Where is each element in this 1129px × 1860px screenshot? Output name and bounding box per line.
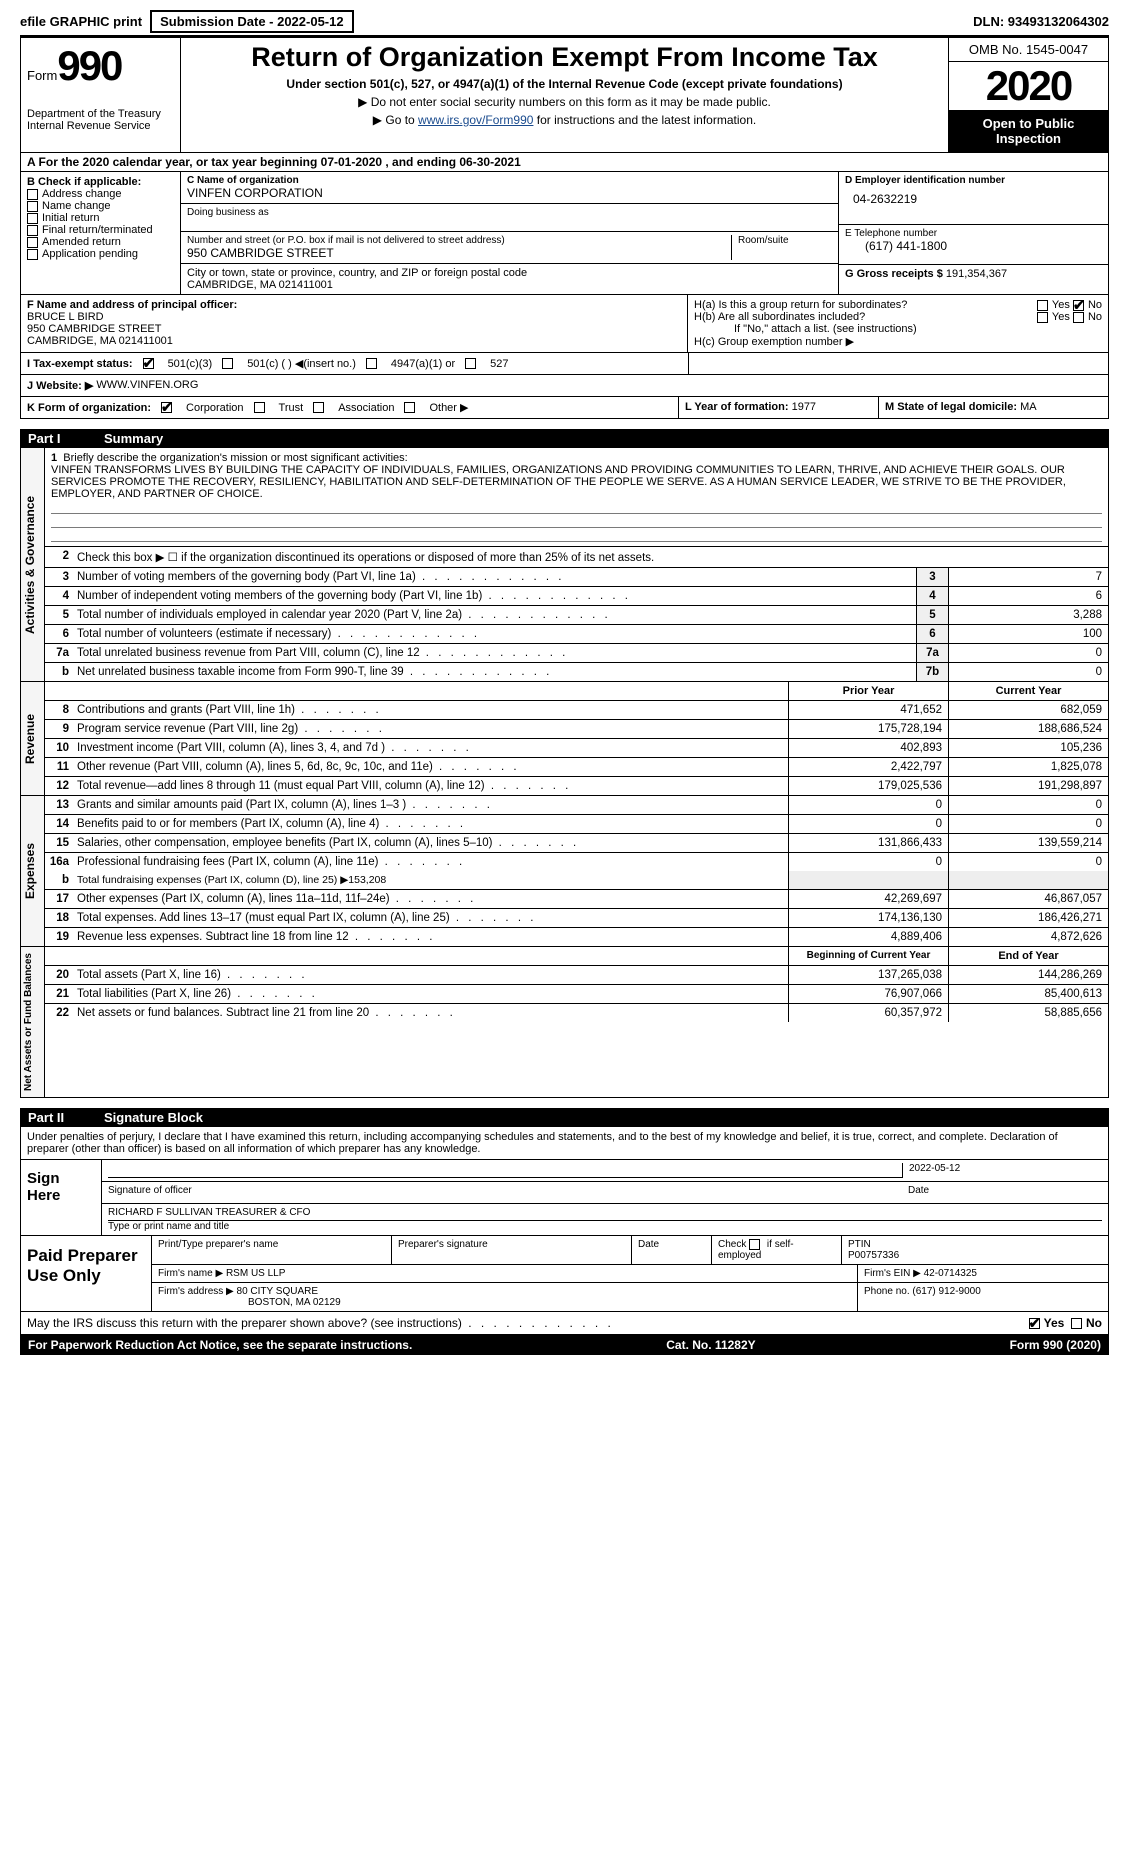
section-bcd: B Check if applicable: Address change Na…	[20, 172, 1109, 294]
org-name: VINFEN CORPORATION	[187, 186, 832, 200]
checkbox-discuss-no[interactable]	[1071, 1318, 1082, 1329]
row-j-website: J Website: ▶ WWW.VINFEN.ORG	[20, 375, 1109, 397]
checkbox-other[interactable]	[404, 402, 415, 413]
open-public-label: Open to Public Inspection	[949, 110, 1108, 152]
ein-value: 04-2632219	[853, 192, 1102, 206]
tax-year: 2020	[949, 62, 1108, 110]
firm-addr2: BOSTON, MA 02129	[248, 1297, 341, 1308]
submission-date-box: Submission Date - 2022-05-12	[150, 10, 354, 33]
footer-bar: For Paperwork Reduction Act Notice, see …	[20, 1335, 1109, 1355]
checkbox-name-change[interactable]	[27, 201, 38, 212]
part-1-header: Part I Summary	[20, 429, 1109, 448]
dba-label: Doing business as	[187, 207, 832, 218]
irs-link[interactable]: www.irs.gov/Form990	[418, 113, 533, 127]
checkbox-discuss-yes[interactable]	[1029, 1318, 1040, 1329]
omb-number: OMB No. 1545-0047	[949, 38, 1108, 62]
perjury-declaration: Under penalties of perjury, I declare th…	[20, 1127, 1109, 1160]
form-header: Form990 Department of the Treasury Inter…	[20, 37, 1109, 153]
ptin-value: P00757336	[848, 1250, 899, 1261]
expenses-section: Expenses 13Grants and similar amounts pa…	[20, 796, 1109, 947]
checkbox-final-return[interactable]	[27, 225, 38, 236]
net-assets-section: Net Assets or Fund Balances Beginning of…	[20, 947, 1109, 1098]
row-a-tax-year: A For the 2020 calendar year, or tax yea…	[20, 153, 1109, 172]
firm-phone: (617) 912-9000	[912, 1286, 980, 1297]
checkbox-ha-yes[interactable]	[1037, 300, 1048, 311]
row-k-form-org: K Form of organization: Corporation Trus…	[20, 397, 1109, 419]
revenue-section: Revenue Prior Year Current Year 8Contrib…	[20, 682, 1109, 796]
checkbox-application-pending[interactable]	[27, 249, 38, 260]
checkbox-527[interactable]	[465, 358, 476, 369]
gross-receipts: 191,354,367	[946, 268, 1007, 280]
checkbox-assoc[interactable]	[313, 402, 324, 413]
phone-value: (617) 441-1800	[865, 239, 1102, 253]
officer-addr2: CAMBRIDGE, MA 021411001	[27, 335, 681, 347]
paid-preparer-block: Paid Preparer Use Only Print/Type prepar…	[20, 1236, 1109, 1312]
tab-activities: Activities & Governance	[21, 448, 45, 681]
officer-name-title: RICHARD F SULLIVAN TREASURER & CFO	[108, 1207, 1102, 1221]
checkbox-self-employed[interactable]	[749, 1239, 760, 1250]
part-2-header: Part II Signature Block	[20, 1108, 1109, 1127]
checkbox-ha-no[interactable]	[1073, 300, 1084, 311]
form-subtitle: Under section 501(c), 527, or 4947(a)(1)…	[187, 77, 942, 91]
form-note-1: Do not enter social security numbers on …	[187, 95, 942, 109]
row-f-officer: F Name and address of principal officer:…	[20, 294, 1109, 353]
irs-discuss-row: May the IRS discuss this return with the…	[20, 1312, 1109, 1335]
form-note-2: ▶ Go to www.irs.gov/Form990 for instruct…	[187, 113, 942, 127]
checkbox-trust[interactable]	[254, 402, 265, 413]
mission-text: VINFEN TRANSFORMS LIVES BY BUILDING THE …	[51, 464, 1066, 500]
checkbox-hb-no[interactable]	[1073, 312, 1084, 323]
checkbox-address-change[interactable]	[27, 189, 38, 200]
firm-name: RSM US LLP	[226, 1268, 285, 1279]
group-exemption: H(c) Group exemption number ▶	[694, 335, 1102, 348]
tab-net-assets: Net Assets or Fund Balances	[21, 947, 45, 1097]
checkbox-initial-return[interactable]	[27, 213, 38, 224]
room-suite-label: Room/suite	[738, 235, 832, 246]
street-address: 950 CAMBRIDGE STREET	[187, 246, 725, 260]
tab-expenses: Expenses	[21, 796, 45, 946]
dln-label: DLN: 93493132064302	[973, 14, 1109, 29]
efile-label: efile GRAPHIC print	[20, 14, 142, 29]
checkbox-corp[interactable]	[161, 402, 172, 413]
officer-addr1: 950 CAMBRIDGE STREET	[27, 323, 681, 335]
checkbox-501c[interactable]	[222, 358, 233, 369]
sign-here-block: Sign Here 2022-05-12 Signature of office…	[20, 1160, 1109, 1236]
website-value: WWW.VINFEN.ORG	[96, 379, 198, 392]
signature-date: 2022-05-12	[909, 1163, 960, 1174]
state-domicile: MA	[1020, 401, 1037, 413]
city-state-zip: CAMBRIDGE, MA 021411001	[187, 279, 832, 291]
checkbox-501c3[interactable]	[143, 358, 154, 369]
checkbox-hb-yes[interactable]	[1037, 312, 1048, 323]
firm-ein: 42-0714325	[924, 1268, 977, 1279]
checkbox-4947[interactable]	[366, 358, 377, 369]
officer-name: BRUCE L BIRD	[27, 311, 681, 323]
form-title: Return of Organization Exempt From Incom…	[187, 42, 942, 73]
activities-governance-section: Activities & Governance 1 Briefly descri…	[20, 448, 1109, 682]
year-formation: 1977	[792, 401, 816, 413]
col-b-checkboxes: B Check if applicable: Address change Na…	[21, 172, 181, 294]
dept-label: Department of the Treasury Internal Reve…	[27, 108, 174, 132]
form-word: Form	[27, 68, 57, 83]
firm-addr1: 80 CITY SQUARE	[237, 1286, 319, 1297]
form-number: 990	[57, 42, 121, 89]
checkbox-amended-return[interactable]	[27, 237, 38, 248]
efile-top-bar: efile GRAPHIC print Submission Date - 20…	[20, 10, 1109, 37]
tab-revenue: Revenue	[21, 682, 45, 795]
row-i-tax-status: I Tax-exempt status: 501(c)(3) 501(c) ( …	[20, 353, 1109, 375]
